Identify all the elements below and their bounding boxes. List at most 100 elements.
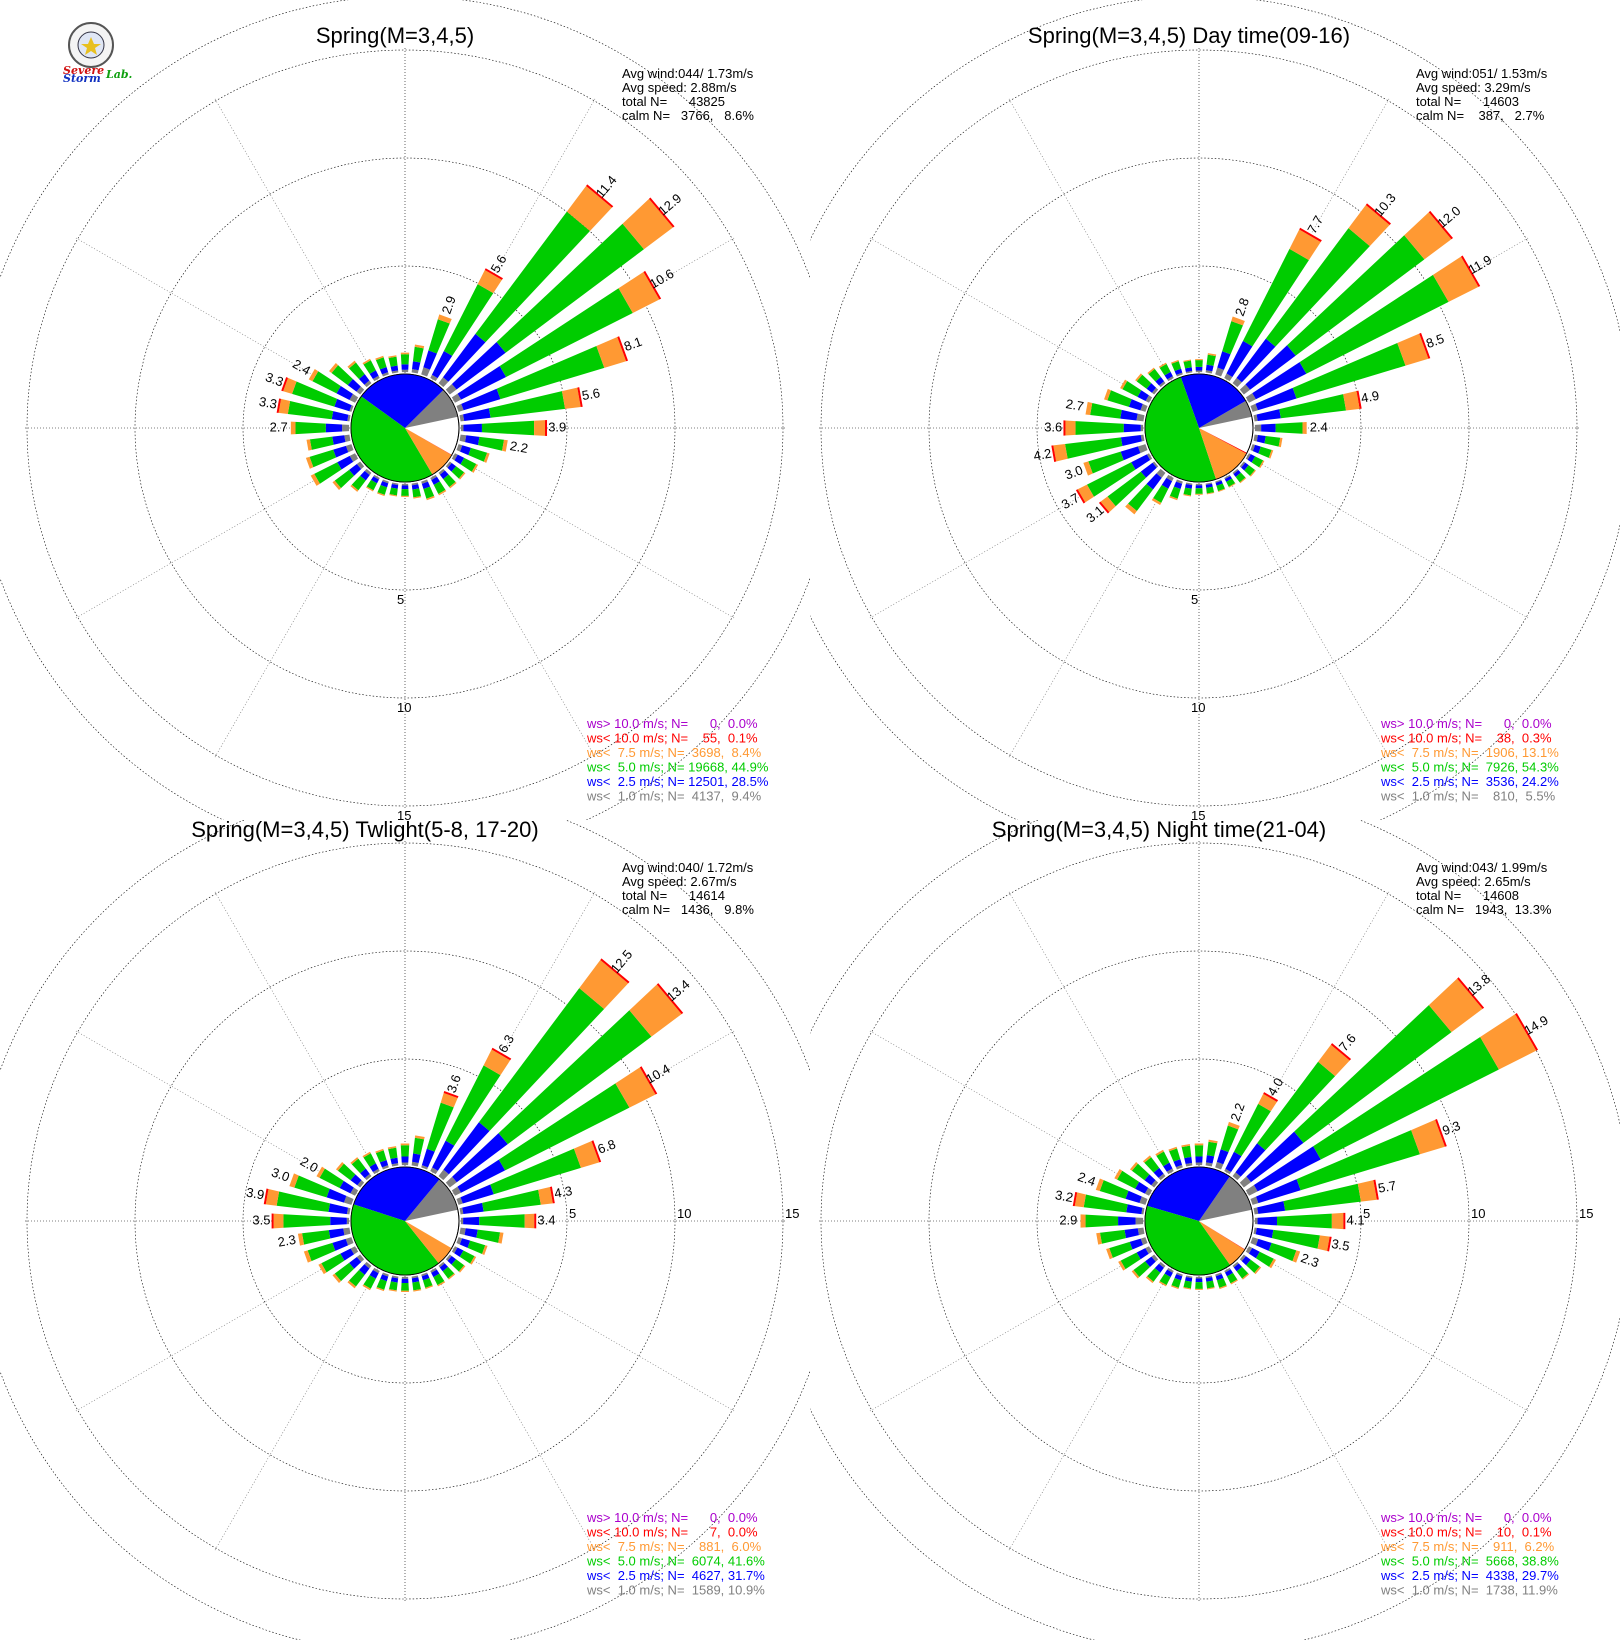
- bar-segment: [1120, 409, 1138, 421]
- ring-label: 10: [1471, 1206, 1485, 1221]
- bar-segment: [478, 988, 605, 1131]
- bar-segment: [391, 482, 399, 486]
- bar-segment: [337, 1163, 356, 1181]
- bar-segment: [478, 436, 505, 451]
- bar-value-label: 5.6: [581, 385, 601, 403]
- bar-segment: [1181, 1145, 1192, 1159]
- bar-value-label: 2.7: [270, 419, 288, 434]
- bar-segment: [344, 434, 351, 442]
- bar-segment: [376, 1287, 385, 1292]
- bar-segment: [1131, 1163, 1150, 1181]
- bar-segment: [382, 1165, 389, 1170]
- bar-segment: [1114, 1169, 1123, 1180]
- bar-segment: [1206, 486, 1215, 494]
- bar-segment: [1232, 377, 1242, 388]
- bar-segment: [1164, 1269, 1173, 1278]
- bar-segment: [412, 488, 421, 498]
- bar-segment: [1225, 1151, 1242, 1172]
- bar-segment: [351, 1158, 366, 1174]
- bar-value-label: 2.8: [1232, 296, 1252, 318]
- bar-segment: [1118, 1216, 1136, 1226]
- bar-segment: [1152, 461, 1159, 468]
- calm-pie-slice: [350, 396, 433, 483]
- bar-segment: [423, 350, 437, 370]
- bar-segment: [1145, 1276, 1154, 1284]
- bar-segment: [1205, 370, 1213, 374]
- bar-segment: [349, 464, 362, 476]
- bar-segment: [292, 381, 338, 407]
- bar-segment: [1122, 381, 1142, 397]
- bar-segment: [1107, 390, 1132, 407]
- bar-segment: [289, 1173, 299, 1188]
- bar-segment: [1117, 1170, 1140, 1189]
- bar-segment: [401, 485, 409, 490]
- bar-segment: [1053, 443, 1068, 462]
- bar-segment: [1241, 462, 1249, 471]
- ring-10: [134, 157, 676, 699]
- stat-line: total N= 14614: [622, 888, 725, 903]
- bar-segment: [475, 211, 590, 343]
- bar-segment: [1151, 1180, 1159, 1188]
- bar-segment: [363, 1153, 376, 1167]
- bar-segment: [1173, 1159, 1183, 1168]
- bar-segment: [1195, 366, 1203, 371]
- guide-line: [75, 237, 735, 619]
- bar-segment: [1195, 483, 1203, 486]
- bar-segment: [400, 1143, 410, 1146]
- bar-segment: [1261, 423, 1276, 433]
- ring-label: 5: [397, 592, 404, 607]
- guide-line: [214, 98, 596, 758]
- bar-segment: [412, 1281, 421, 1291]
- rose-panel-1: 510152.95.611.412.910.68.15.63.92.22.73.…: [0, 0, 810, 823]
- bar-segment: [1254, 1266, 1262, 1275]
- ring-10: [134, 950, 676, 1492]
- bar-segment: [1137, 444, 1148, 454]
- bar-segment: [401, 1156, 409, 1163]
- calm-pie-slice: [361, 373, 444, 428]
- bar-segment: [460, 1217, 464, 1225]
- bar-segment: [332, 480, 342, 490]
- legend-entry: ws< 2.5 m/s; N= 4627, 31.7%: [586, 1568, 765, 1583]
- bar-segment: [1123, 423, 1141, 433]
- bar-segment: [1156, 468, 1166, 478]
- bar-segment: [1224, 474, 1231, 480]
- bar-value-label: 3.5: [1330, 1236, 1350, 1254]
- bar-cap: [1072, 1191, 1078, 1207]
- stat-line: total N= 43825: [622, 94, 725, 109]
- bar-segment: [1104, 388, 1111, 401]
- bar-segment: [454, 1247, 464, 1257]
- bar-segment: [391, 370, 399, 374]
- bar-segment: [1208, 1139, 1218, 1144]
- bar-segment: [445, 1254, 452, 1261]
- bar-segment: [421, 479, 428, 484]
- bar-cap: [1419, 332, 1431, 359]
- bar-segment: [1083, 1194, 1128, 1213]
- bar-segment: [1230, 1279, 1238, 1285]
- bar-segment: [1233, 1103, 1271, 1157]
- bar-segment: [1185, 367, 1193, 372]
- stat-line: Avg speed: 2.67m/s: [622, 874, 737, 889]
- bar-segment: [400, 1145, 410, 1157]
- bar-segment: [1205, 483, 1213, 488]
- bar-segment: [1227, 1121, 1240, 1130]
- bar-cap: [643, 270, 662, 300]
- bar-segment: [375, 1148, 384, 1154]
- bar-segment: [1207, 353, 1217, 357]
- bar-segment: [1254, 1217, 1258, 1225]
- legend-entry: ws< 1.0 m/s; N= 1738, 11.9%: [1380, 1583, 1558, 1598]
- bar-segment: [1250, 1237, 1259, 1246]
- bar-segment: [1185, 484, 1193, 489]
- bar-segment: [1171, 361, 1182, 371]
- bar-segment: [1146, 453, 1153, 460]
- bar-segment: [1185, 482, 1193, 486]
- bar-segment: [1226, 478, 1236, 487]
- bar-segment: [345, 1237, 354, 1246]
- bar-segment: [309, 449, 337, 468]
- bar-segment: [379, 1159, 389, 1168]
- bar-segment: [1404, 212, 1452, 260]
- bar-segment: [265, 1188, 280, 1206]
- legend-entry: ws> 10.0 m/s; N= 0, 0.0%: [1380, 1510, 1552, 1525]
- bar-segment: [1287, 235, 1425, 356]
- bar-segment: [1151, 387, 1159, 395]
- bar-segment: [334, 1262, 355, 1282]
